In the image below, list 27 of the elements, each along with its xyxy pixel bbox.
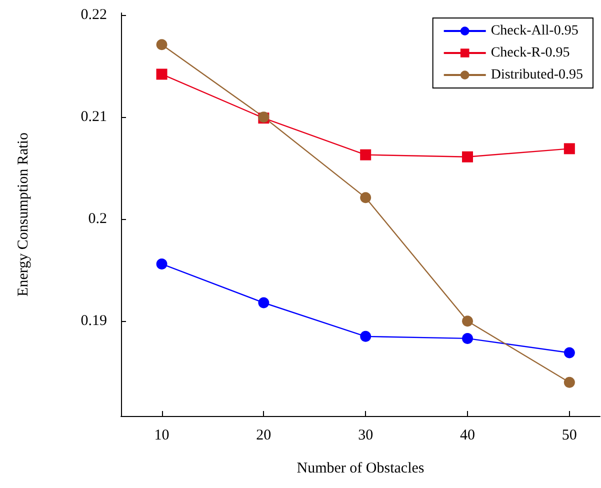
point [156,39,168,50]
point [156,68,168,80]
point [564,347,575,358]
x-tick-label: 10 [154,428,170,444]
point [360,330,372,342]
x-tick-label: 20 [256,428,272,444]
y-tick-label: 0.2 [88,211,107,228]
y-tick-label: 0.21 [80,109,107,126]
legend-label: Check-All-0.95 [490,24,578,38]
legend-label: Distributed-0.95 [490,68,583,82]
point [564,143,575,154]
point [360,192,372,204]
x-tick-label: 30 [358,428,374,444]
point [156,258,168,270]
point [462,151,474,162]
point [462,332,474,344]
x-axis-title: Number of Obstacles [296,460,424,476]
x-tick-label: 40 [460,428,476,444]
x-tick-label: 50 [562,428,577,444]
y-tick-label: 0.22 [80,7,107,24]
point [360,149,372,160]
point [564,376,575,388]
point [258,297,270,308]
legend-label: Check-R-0.95 [490,46,570,60]
point [462,316,474,327]
y-tick-label: 0.19 [80,313,107,330]
y-axis-title: Energy Consumption Ratio [16,132,32,296]
